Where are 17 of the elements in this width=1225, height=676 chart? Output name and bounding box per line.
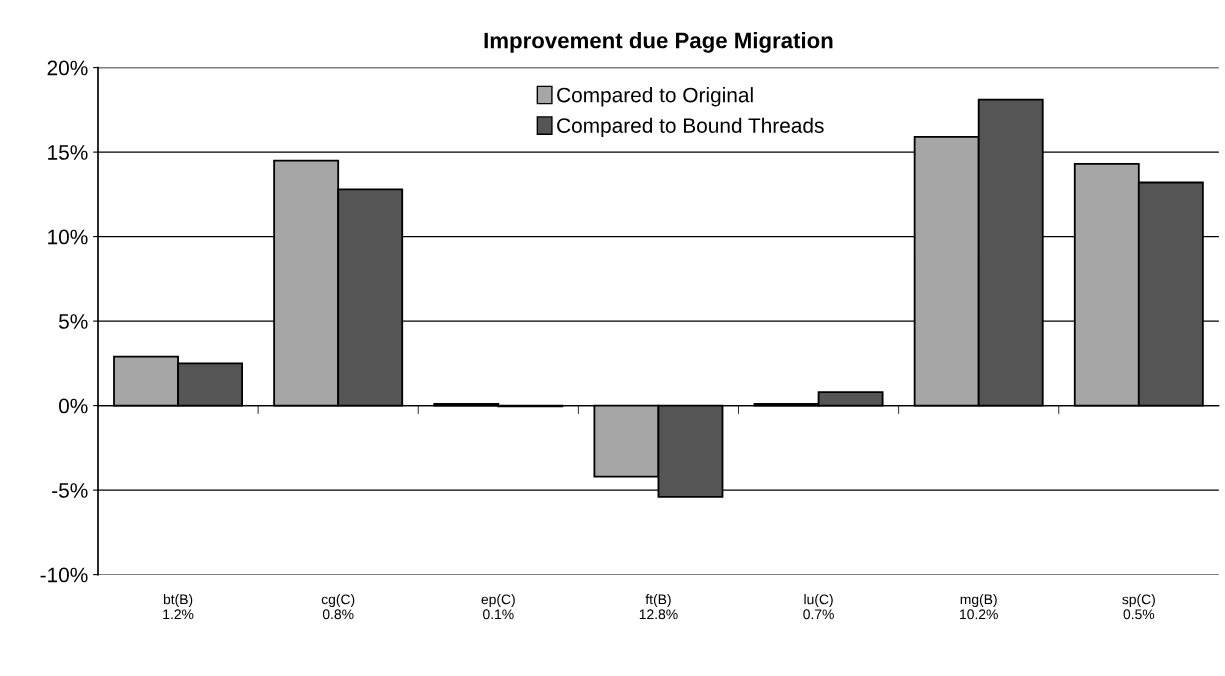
x-tick-label: sp(C) 0.5% [1122, 594, 1155, 620]
legend-label: Compared to Original [557, 87, 753, 107]
y-tick-label: -5% [52, 483, 88, 498]
y-tick-label: 10% [48, 229, 88, 245]
x-tick-label: lu(C) 0.7% [803, 594, 834, 620]
chart-title: Improvement due Page Migration [484, 32, 833, 53]
y-tick-label: 20% [47, 60, 88, 76]
y-tick-label: -10% [40, 567, 88, 583]
x-tick-label: bt(B) 1.2% [163, 594, 194, 620]
x-tick-label: ep(C) 0.1% [481, 594, 515, 620]
x-tick-label: cg(C) 0.8% [321, 594, 355, 620]
y-tick-label: 5% [59, 314, 88, 329]
x-tick-label: ft(B) 12.8% [639, 594, 678, 620]
x-tick-label: mg(B) 10.2% [960, 594, 998, 620]
legend-label: Compared to Bound Threads [557, 117, 824, 138]
y-tick-label: 15% [48, 145, 88, 160]
y-tick-label: 0% [58, 398, 88, 414]
